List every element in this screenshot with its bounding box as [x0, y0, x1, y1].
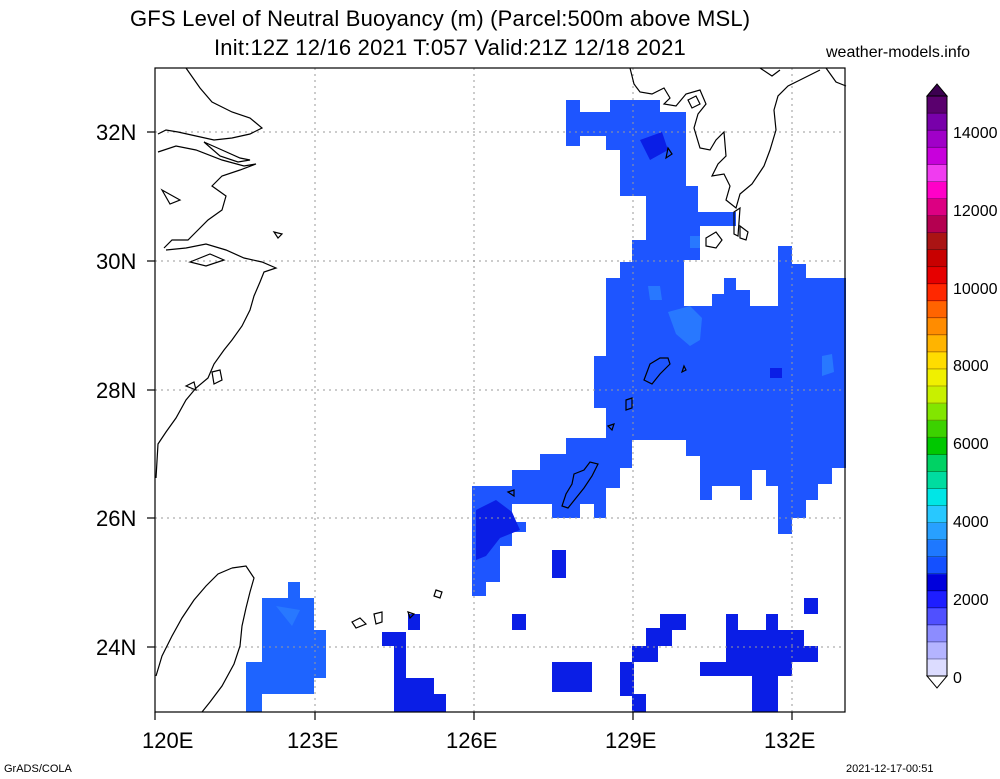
field-patch [276, 606, 300, 626]
colorbar-segment [927, 437, 947, 455]
colorbar-segment [927, 386, 947, 404]
colorbar-segment [927, 454, 947, 472]
colorbar [927, 96, 947, 677]
lat-label: 28N [96, 378, 136, 403]
colorbar-segment [927, 317, 947, 336]
colorbar-label: 2000 [953, 592, 989, 609]
lon-label: 120E [142, 728, 193, 753]
colorbar-segment [927, 266, 947, 285]
colorbar-segment [927, 147, 947, 165]
colorbar-label: 0 [953, 670, 962, 687]
colorbar-segment [927, 488, 947, 507]
colorbar-top-cap [925, 83, 949, 97]
field-patch [648, 286, 662, 300]
colorbar-segment [927, 573, 947, 592]
colorbar-segment [927, 607, 947, 626]
colorbar-label: 10000 [953, 281, 998, 298]
colorbar-label: 12000 [953, 203, 998, 220]
colorbar-label: 4000 [953, 514, 989, 531]
site-credit: weather-models.info [826, 44, 971, 61]
colorbar-label: 14000 [953, 125, 998, 142]
grid-lines [155, 68, 845, 712]
colorbar-segment [927, 249, 947, 268]
chart-subtitle: Init:12Z 12/16 2021 T:057 Valid:21Z 12/1… [214, 35, 686, 60]
colorbar-segment [927, 624, 947, 643]
colorbar-segment [927, 164, 947, 182]
lat-label: 26N [96, 506, 136, 531]
colorbar-segment [927, 590, 947, 609]
chart-title: GFS Level of Neutral Buoyancy (m) (Parce… [130, 6, 751, 31]
field-patch [668, 306, 702, 346]
colorbar-segment [927, 403, 947, 421]
colorbar-segment [927, 215, 947, 234]
field-deep [770, 368, 782, 378]
field-cells [382, 550, 818, 712]
colorbar-segment [927, 471, 947, 489]
colorbar-segment [927, 556, 947, 575]
footer-credit: GrADS/COLA [4, 763, 72, 775]
colorbar-segment [927, 113, 947, 131]
colorbar-label: 6000 [953, 436, 989, 453]
colorbar-segment [927, 130, 947, 148]
colorbar-segment [927, 334, 947, 353]
lat-label: 32N [96, 120, 136, 145]
colorbar-segment [927, 522, 947, 541]
footer-timestamp: 2021-12-17-00:51 [846, 763, 934, 775]
colorbar-segment [927, 539, 947, 558]
lon-label: 129E [605, 728, 656, 753]
colorbar-segment [927, 181, 947, 199]
buoyancy-field [246, 100, 846, 712]
field-patch [822, 354, 834, 376]
field-patch [690, 236, 700, 248]
axis-ticks [147, 131, 793, 720]
colorbar-frame [926, 95, 948, 677]
colorbar-segment [927, 420, 947, 438]
field-deep [476, 500, 520, 560]
colorbar-segment [927, 96, 947, 114]
coastlines [155, 67, 847, 713]
colorbar-segment [927, 658, 947, 677]
colorbar-segment [927, 351, 947, 370]
colorbar-label: 8000 [953, 358, 989, 375]
colorbar-segment [927, 232, 947, 251]
field-west [246, 582, 326, 712]
lat-label: 30N [96, 249, 136, 274]
lon-label: 126E [446, 728, 497, 753]
field-east [472, 100, 846, 596]
lat-label: 24N [96, 635, 136, 660]
field-deep [640, 132, 668, 160]
colorbar-segment [927, 368, 947, 387]
colorbar-segment [927, 641, 947, 660]
colorbar-segment [927, 283, 947, 302]
colorbar-segment [927, 505, 947, 524]
colorbar-segment [927, 198, 947, 217]
colorbar-segment [927, 300, 947, 319]
colorbar-bottom-cap [925, 675, 949, 689]
lon-label: 123E [287, 728, 338, 753]
lon-label: 132E [764, 728, 815, 753]
